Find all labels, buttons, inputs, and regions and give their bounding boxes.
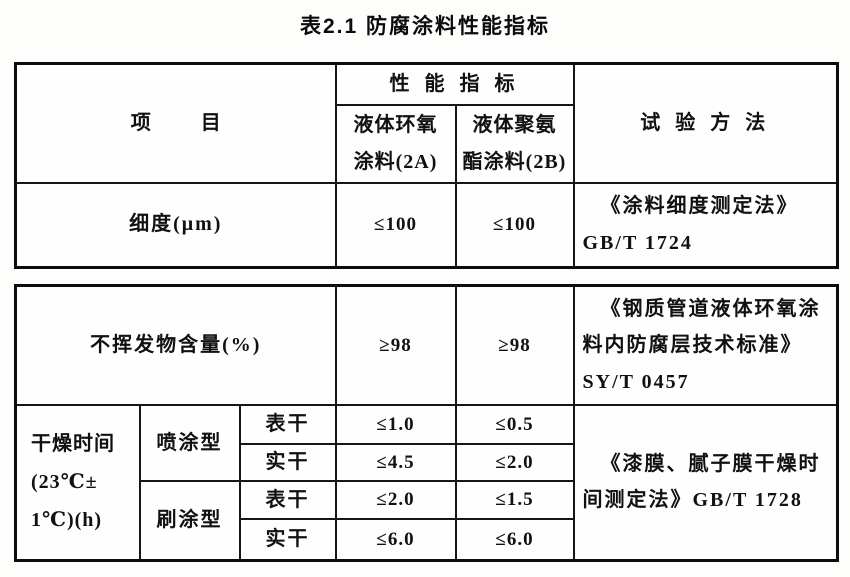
- phase-cell-hard-dry-brush: 实干: [238, 518, 337, 562]
- drying-method-cell: 《漆膜、腻子膜干燥时 间测定法》GB/T 1728: [572, 404, 839, 562]
- drying-time-label-cell: 干燥时间 (23℃± 1℃)(h): [14, 404, 141, 562]
- header-coating-2a-cell: 液体环氧 涂料(2A): [334, 103, 457, 184]
- table-row: 液体环氧 涂料(2A) 液体聚氨 酯涂料(2B): [16, 103, 838, 184]
- fineness-value-2b-cell: ≤100: [454, 181, 575, 269]
- value-2a-spray-hard: ≤4.5: [334, 443, 457, 483]
- header-item-label: 项 目: [130, 111, 221, 134]
- table-row: 不挥发物含量(%) ≥98 ≥98 《钢质管道液体环氧涂 料内防腐层技术标准》 …: [14, 284, 839, 407]
- drying-label-line3: 1℃)(h): [31, 509, 103, 532]
- header-performance-cell: 性 能 指 标: [334, 62, 575, 106]
- spray-type-label-cell: 喷涂型: [138, 404, 241, 483]
- header-coating-2b-cell: 液体聚氨 酯涂料(2B): [454, 103, 575, 184]
- header-test-method-cell: 试 验 方 法: [572, 62, 839, 184]
- value-2b-brush-surface: ≤1.5: [454, 480, 575, 521]
- performance-table-lower: 不挥发物含量(%) ≥98 ≥98 《钢质管道液体环氧涂 料内防腐层技术标准》 …: [14, 284, 839, 562]
- drying-method-line2: 间测定法》GB/T 1728: [582, 489, 803, 512]
- value-2b-brush-hard: ≤6.0: [454, 518, 575, 562]
- performance-table-upper: 项 目 性 能 指 标 试 验 方 法 液体环氧 涂料(2A) 液体聚氨 酯涂料…: [14, 62, 839, 269]
- coating-2a-line1: 液体环氧: [353, 113, 438, 136]
- nonvolatile-method-cell: 《钢质管道液体环氧涂 料内防腐层技术标准》 SY/T 0457: [572, 284, 839, 407]
- table-row: 实干 ≤4.5 ≤2.0: [16, 443, 838, 483]
- table-row: 项 目 性 能 指 标 试 验 方 法: [14, 62, 839, 184]
- nonvolatile-method-line2: 料内防腐层技术标准》: [582, 334, 803, 357]
- value-2b-spray-surface: ≤0.5: [454, 404, 575, 446]
- coating-2b-line1: 液体聚氨: [472, 113, 557, 136]
- nonvolatile-label-cell: 不挥发物含量(%): [14, 284, 337, 407]
- nonvolatile-value-2a-cell: ≥98: [334, 284, 457, 407]
- fineness-value-2a-cell: ≤100: [334, 181, 457, 269]
- drying-label-line1: 干燥时间: [31, 433, 115, 456]
- header-item-cell: 项 目: [14, 62, 337, 184]
- nonvolatile-method-line1: 《钢质管道液体环氧涂: [600, 298, 821, 320]
- table-row: 刷涂型 表干 ≤2.0 ≤1.5: [16, 480, 838, 562]
- table-title: 表2.1 防腐涂料性能指标: [299, 15, 551, 38]
- table-row: 干燥时间 (23℃± 1℃)(h) 喷涂型 表干 ≤1.0 ≤0.5 《漆膜、腻…: [14, 404, 839, 562]
- fineness-method-cell: 《涂料细度测定法》 GB/T 1724: [572, 181, 839, 269]
- table-row: 实干 ≤6.0 ≤6.0: [16, 518, 838, 562]
- phase-cell-hard-dry-spray: 实干: [238, 443, 337, 483]
- drying-label-line2: (23℃±: [31, 471, 98, 494]
- value-2a-brush-surface: ≤2.0: [334, 480, 457, 521]
- fineness-method-line2: GB/T 1724: [582, 231, 693, 254]
- value-2b-spray-hard: ≤2.0: [454, 443, 575, 483]
- value-2a-brush-hard: ≤6.0: [334, 518, 457, 562]
- value-2a-spray-surface: ≤1.0: [334, 404, 457, 446]
- coating-2a-line2: 涂料(2A): [353, 150, 438, 173]
- fineness-method-line1: 《涂料细度测定法》: [600, 195, 799, 218]
- phase-cell-surface-dry-spray: 表干: [238, 404, 337, 446]
- coating-2b-line2: 酯涂料(2B): [462, 150, 567, 173]
- nonvolatile-method-line3: SY/T 0457: [582, 370, 690, 393]
- drying-method-line1: 《漆膜、腻子膜干燥时: [600, 453, 821, 476]
- brush-type-label-cell: 刷涂型: [138, 480, 241, 562]
- fineness-label-cell: 细度(μm): [14, 181, 337, 269]
- nonvolatile-value-2b-cell: ≥98: [454, 284, 575, 407]
- phase-cell-surface-dry-brush: 表干: [238, 480, 337, 521]
- table-row: 细度(μm) ≤100 ≤100 《涂料细度测定法》 GB/T 1724: [14, 181, 839, 269]
